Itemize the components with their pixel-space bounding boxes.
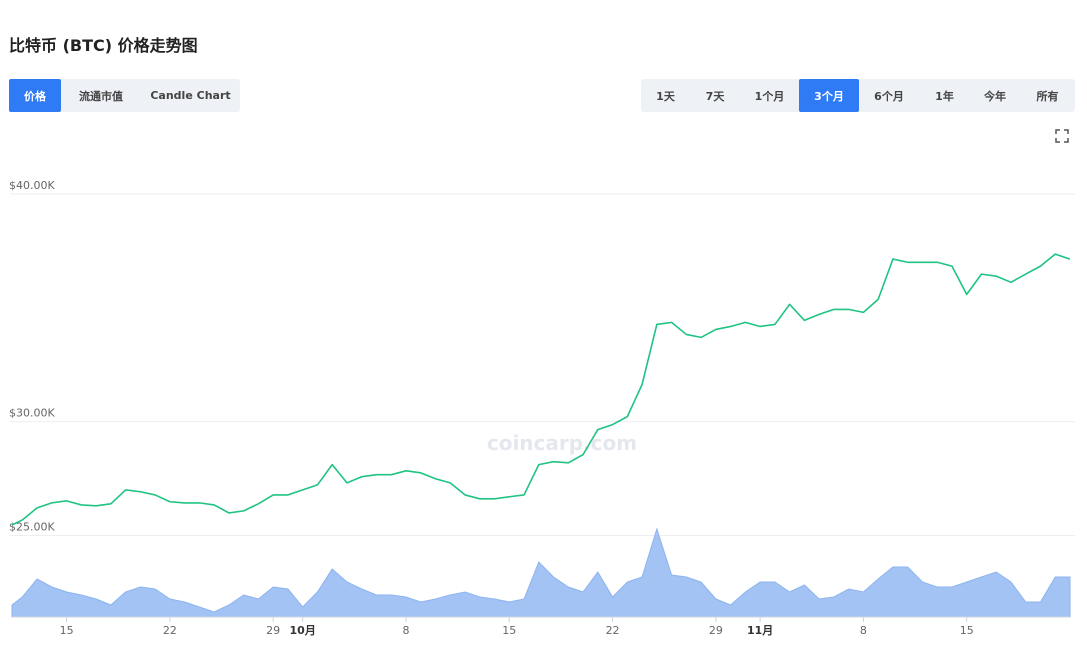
tab-button[interactable]: 3个月: [799, 79, 859, 112]
x-tick-label: 22: [163, 624, 177, 637]
x-tick-label: 11月: [747, 624, 773, 637]
fullscreen-icon[interactable]: [1055, 129, 1069, 143]
x-tick-label: 15: [60, 624, 74, 637]
price-line: [11, 253, 1071, 526]
range-bar: 1天 7天 1个月 3个月 6个月 1年 今年 所有: [641, 79, 1075, 112]
x-tick-label: 22: [606, 624, 620, 637]
tab-button[interactable]: 1年: [935, 89, 954, 103]
page-title: 比特币 (BTC) 价格走势图: [9, 36, 198, 55]
x-tick-label: 8: [860, 624, 867, 637]
y-tick-label: $25.00K: [9, 520, 55, 533]
y-tick-label: $40.00K: [9, 179, 55, 192]
tab-button[interactable]: 1个月: [754, 89, 785, 103]
tab-button[interactable]: Candle Chart: [150, 89, 231, 102]
tab-button[interactable]: 所有: [1036, 89, 1059, 103]
tab-button[interactable]: 1天: [656, 89, 675, 103]
x-tick-label: 15: [960, 624, 974, 637]
watermark: coincarp.com: [487, 431, 637, 455]
x-tick-label: 10月: [290, 624, 316, 637]
x-tick-label: 29: [709, 624, 723, 637]
tab-button[interactable]: 价格: [9, 79, 61, 112]
x-tick-label: 15: [502, 624, 516, 637]
tab-button[interactable]: 流通市值: [79, 89, 123, 103]
tab-button[interactable]: 7天: [705, 89, 725, 103]
tab-button[interactable]: 今年: [984, 89, 1006, 103]
x-tick-label: 29: [266, 624, 280, 637]
tab-button[interactable]: 6个月: [874, 89, 904, 103]
y-tick-label: $30.00K: [9, 407, 55, 420]
x-tick-label: 8: [402, 624, 409, 637]
volume-area: [11, 527, 1071, 618]
tab-bar: 价格 流通市值 Candle Chart: [9, 79, 240, 112]
